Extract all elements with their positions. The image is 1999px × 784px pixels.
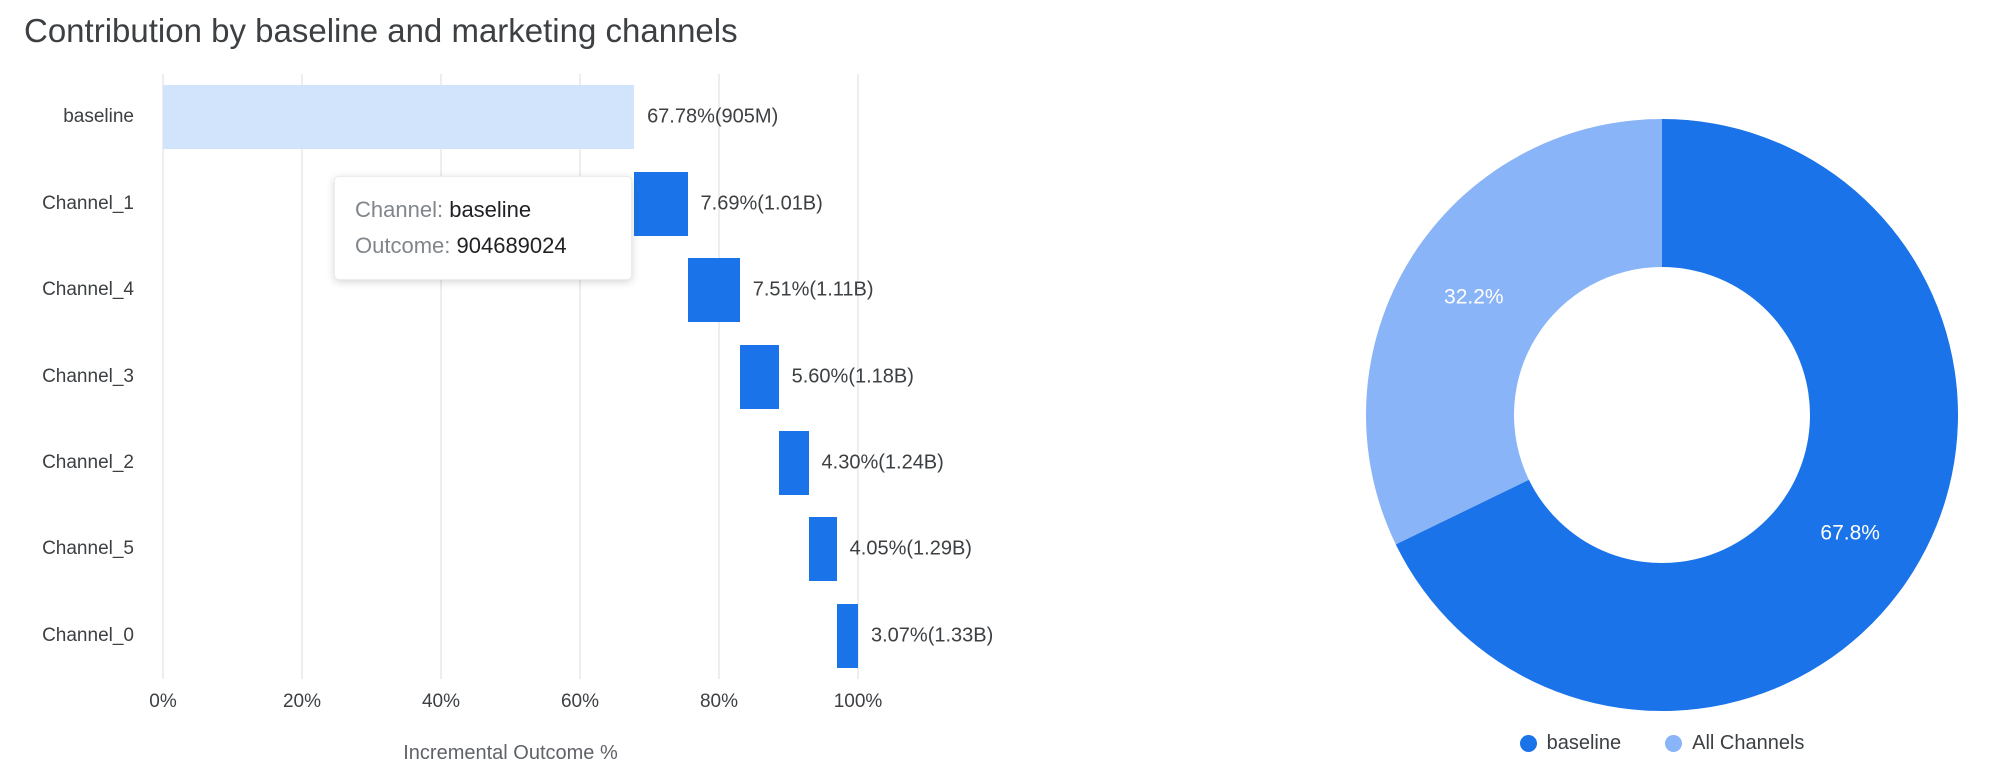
gridline xyxy=(718,74,720,679)
legend-color-dot xyxy=(1519,735,1537,752)
waterfall-bar-channel_5[interactable] xyxy=(808,517,837,582)
donut-slice-percent-label: 32.2% xyxy=(1444,286,1504,309)
x-tick-label: 20% xyxy=(282,691,322,712)
bar-value-label: 4.05%(1.29B) xyxy=(849,537,972,560)
tooltip-channel-row: Channel: baseline xyxy=(355,192,611,228)
bar-value-label: 5.60%(1.18B) xyxy=(791,365,914,387)
chart-tooltip: Channel: baseline Outcome: 904689024 xyxy=(334,176,632,280)
waterfall-bar-channel_0[interactable] xyxy=(836,603,858,668)
category-label-channel_4: Channel_4 xyxy=(42,279,134,301)
tooltip-channel-value: baseline xyxy=(449,197,532,222)
donut-legend: baseline All Channels xyxy=(1366,732,1958,755)
bar-value-label: 67.78%(905M) xyxy=(647,105,779,128)
tooltip-outcome-row: Outcome: 904689024 xyxy=(355,228,611,264)
legend-label: All Channels xyxy=(1692,732,1805,754)
category-label-channel_3: Channel_3 xyxy=(42,365,134,387)
donut-chart: 67.8% 32.2% xyxy=(1366,119,1958,711)
waterfall-bar-baseline[interactable] xyxy=(163,85,635,150)
waterfall-bar-channel_4[interactable] xyxy=(687,258,740,323)
legend-label: baseline xyxy=(1546,732,1622,754)
waterfall-category-axis: baseline Channel_1 Channel_4 Channel_3 Chann… xyxy=(0,74,134,679)
gridline xyxy=(162,74,164,679)
waterfall-bar-channel_2[interactable] xyxy=(778,430,809,495)
tooltip-outcome-value: 904689024 xyxy=(456,233,567,258)
donut-slice-all-channels[interactable] xyxy=(1366,119,1662,545)
x-tick-label: 0% xyxy=(149,691,177,712)
gridline xyxy=(579,74,581,679)
category-label-channel_2: Channel_2 xyxy=(42,451,134,473)
legend-item-all-channels[interactable]: All Channels xyxy=(1665,732,1804,755)
waterfall-x-axis: 0% 20% 40% 60% 80% 100% xyxy=(149,691,882,715)
category-label-channel_0: Channel_0 xyxy=(42,624,134,646)
bar-value-label: 3.07%(1.33B) xyxy=(871,624,994,647)
waterfall-bar-channel_3[interactable] xyxy=(739,344,779,409)
waterfall-chart: 67.78%(905M) 7.69%(1.01B) 7.51%(1.11B) 5.60… xyxy=(162,74,993,679)
tooltip-outcome-label: Outcome: xyxy=(355,233,451,258)
category-label-channel_1: Channel_1 xyxy=(42,192,134,214)
category-label-channel_5: Channel_5 xyxy=(42,538,134,560)
gridline xyxy=(440,74,442,679)
x-tick-label: 60% xyxy=(560,691,600,712)
page-title: Contribution by baseline and marketing c… xyxy=(24,12,738,49)
x-tick-label: 100% xyxy=(833,691,883,712)
tooltip-channel-label: Channel: xyxy=(355,197,444,222)
legend-item-baseline[interactable]: baseline xyxy=(1519,732,1622,755)
bar-value-label: 4.30%(1.24B) xyxy=(821,451,944,474)
donut-slice-percent-label: 67.8% xyxy=(1820,521,1880,544)
legend-color-dot xyxy=(1665,735,1683,752)
donut-slice-baseline[interactable] xyxy=(1395,119,1958,711)
category-label-baseline: baseline xyxy=(63,106,134,128)
x-axis-title: Incremental Outcome % xyxy=(403,742,618,764)
waterfall-bar-channel_1[interactable] xyxy=(634,171,688,236)
bar-value-label: 7.51%(1.11B) xyxy=(752,278,874,301)
bar-value-label: 7.69%(1.01B) xyxy=(700,192,823,215)
gridline xyxy=(857,74,859,679)
x-tick-label: 80% xyxy=(699,691,739,712)
gridline xyxy=(301,74,303,679)
x-tick-label: 40% xyxy=(421,691,461,712)
